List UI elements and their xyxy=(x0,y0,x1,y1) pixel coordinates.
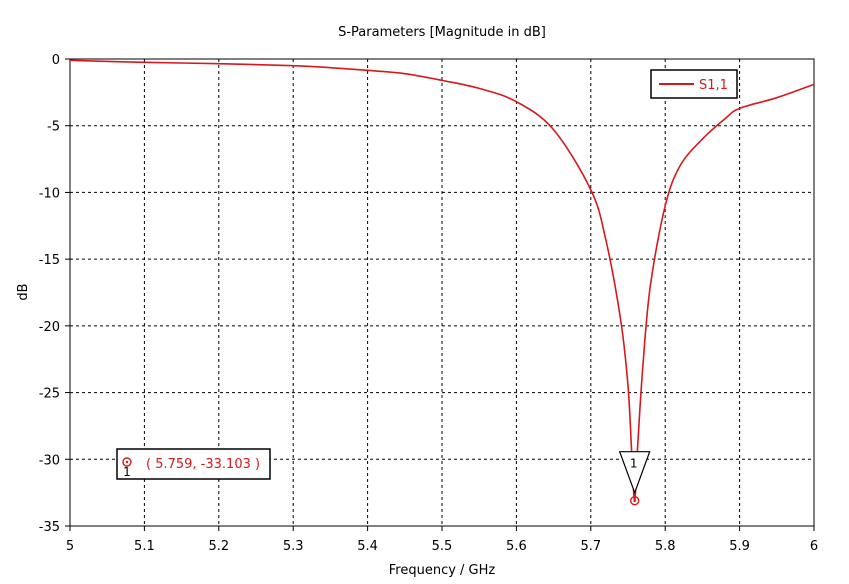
x-tick-label: 5.7 xyxy=(580,539,601,554)
grid-lines xyxy=(70,59,814,526)
x-tick-label: 5.4 xyxy=(357,539,378,554)
y-tick-label: -30 xyxy=(39,453,60,468)
x-tick-label: 6 xyxy=(810,539,818,554)
y-tick-label: -10 xyxy=(39,186,60,201)
y-tick-label: -15 xyxy=(39,253,60,268)
marker-point-dot xyxy=(633,499,636,502)
y-tick-label: -20 xyxy=(39,320,60,335)
marker-flag: 1 xyxy=(618,451,651,506)
legend: S1,1 xyxy=(650,69,738,99)
y-tick-label: -5 xyxy=(47,120,60,135)
x-tick-label: 5.1 xyxy=(134,539,155,554)
marker-flag-id: 1 xyxy=(630,457,638,471)
x-tick-label: 5.8 xyxy=(655,539,676,554)
marker-readout-icon xyxy=(122,457,132,467)
y-axis-ticks: 0 -5 -10 -15 -20 -25 -30 -35 xyxy=(39,53,70,535)
y-axis-label: dB xyxy=(16,283,31,300)
x-tick-label: 5.5 xyxy=(432,539,453,554)
y-tick-label: 0 xyxy=(52,53,60,68)
x-axis-label: Frequency / GHz xyxy=(389,563,496,578)
legend-label-s11: S1,1 xyxy=(699,78,728,93)
marker-point-icon xyxy=(629,495,640,506)
marker-readout: 1 ( 5.759, -33.103 ) xyxy=(116,448,271,480)
x-tick-label: 5.6 xyxy=(506,539,527,554)
y-tick-label: -25 xyxy=(39,387,60,402)
x-tick-label: 5 xyxy=(66,539,74,554)
x-tick-label: 5.2 xyxy=(208,539,229,554)
marker-readout-box xyxy=(116,448,271,480)
series-line-s11 xyxy=(69,59,815,502)
marker-readout-value: ( 5.759, -33.103 ) xyxy=(146,457,260,472)
y-tick-label: -35 xyxy=(39,520,60,535)
x-axis-ticks: 5 5.1 5.2 5.3 5.4 5.5 5.6 5.7 5.8 5.9 6 xyxy=(66,526,818,554)
marker-readout-id: 1 xyxy=(123,465,131,479)
x-tick-label: 5.9 xyxy=(729,539,750,554)
x-tick-label: 5.3 xyxy=(283,539,304,554)
marker-triangle xyxy=(618,451,651,495)
chart-title: S-Parameters [Magnitude in dB] xyxy=(338,25,546,40)
